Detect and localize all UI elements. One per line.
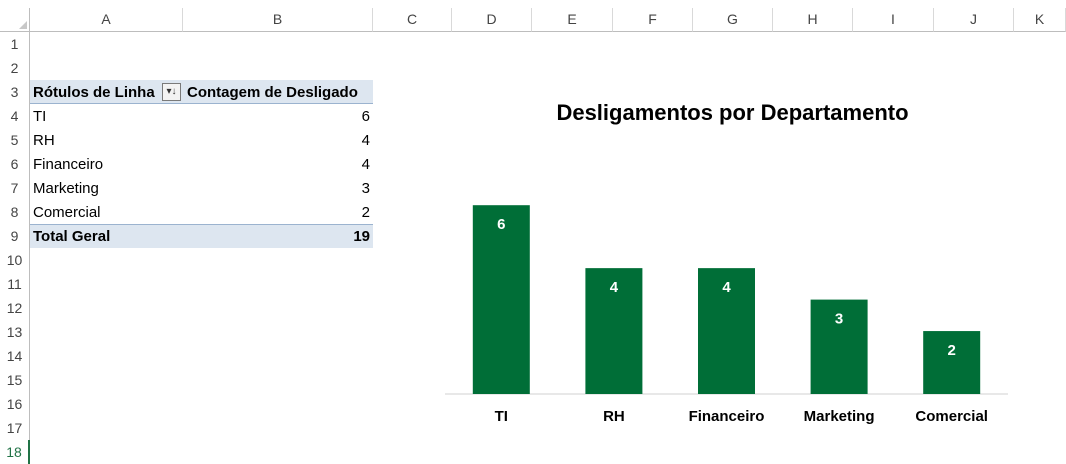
row-header-4[interactable]: 4	[0, 104, 30, 128]
pivot-row-value[interactable]: 2	[361, 204, 370, 221]
column-header-i[interactable]: I	[853, 8, 934, 32]
row-header-11[interactable]: 11	[0, 272, 30, 296]
category-label-financeiro: Financeiro	[689, 408, 765, 425]
pivot-header-value[interactable]: Contagem de Desligado	[187, 84, 358, 101]
pivot-row-label[interactable]: Financeiro	[33, 156, 104, 173]
row-header-15[interactable]: 15	[0, 368, 30, 392]
pivot-row-label[interactable]: TI	[33, 108, 47, 125]
pivot-row-label[interactable]: Marketing	[33, 180, 99, 197]
row-header-17[interactable]: 17	[0, 416, 30, 440]
column-header-c[interactable]: C	[373, 8, 452, 32]
column-header-j[interactable]: J	[934, 8, 1014, 32]
row-header-8[interactable]: 8	[0, 200, 30, 224]
column-header-e[interactable]: E	[532, 8, 613, 32]
category-label-comercial: Comercial	[915, 408, 988, 425]
data-label-rh: 4	[610, 279, 619, 296]
data-label-financeiro: 4	[722, 279, 731, 296]
pivot-row-value[interactable]: 6	[361, 108, 370, 125]
row-header-14[interactable]: 14	[0, 344, 30, 368]
row-header-2[interactable]: 2	[0, 56, 30, 80]
row-header-9[interactable]: 9	[0, 224, 30, 248]
sort-filter-icon[interactable]: ▾↓	[162, 83, 181, 101]
data-label-marketing: 3	[835, 311, 843, 328]
pivot-row-value[interactable]: 3	[361, 180, 370, 197]
pivot-total-value[interactable]: 19	[353, 228, 370, 245]
select-all-corner[interactable]	[0, 8, 30, 32]
column-header-a[interactable]: A	[30, 8, 183, 32]
bar-rh[interactable]	[585, 268, 643, 394]
column-header-k[interactable]: K	[1014, 8, 1066, 32]
row-header-16[interactable]: 16	[0, 392, 30, 416]
row-header-5[interactable]: 5	[0, 128, 30, 152]
pivot-row-value[interactable]: 4	[361, 132, 370, 149]
row-header-6[interactable]: 6	[0, 152, 30, 176]
pivot-header-label[interactable]: Rótulos de Linha	[33, 84, 155, 101]
row-header-12[interactable]: 12	[0, 296, 30, 320]
row-header-10[interactable]: 10	[0, 248, 30, 272]
bar-marketing[interactable]	[810, 299, 868, 394]
row-header-1[interactable]: 1	[0, 32, 30, 56]
data-label-comercial: 2	[948, 342, 956, 359]
bar-financeiro[interactable]	[698, 268, 755, 394]
pivot-header-row	[30, 80, 373, 104]
bar-comercial[interactable]	[923, 331, 981, 394]
pivot-total-label[interactable]: Total Geral	[33, 228, 111, 245]
pivot-row-value[interactable]: 4	[361, 156, 370, 173]
data-label-ti: 6	[497, 216, 505, 233]
row-header-3[interactable]: 3	[0, 80, 30, 104]
pivot-row-label[interactable]: RH	[33, 132, 55, 149]
row-header-7[interactable]: 7	[0, 176, 30, 200]
column-header-h[interactable]: H	[773, 8, 853, 32]
row-header-13[interactable]: 13	[0, 320, 30, 344]
category-label-marketing: Marketing	[804, 408, 875, 425]
pivot-total-row	[30, 224, 373, 248]
pivot-row-label[interactable]: Comercial	[33, 204, 101, 221]
ribbon-edge	[0, 0, 1066, 8]
category-label-ti: TI	[495, 408, 508, 425]
bar-ti[interactable]	[472, 205, 530, 394]
column-header-b[interactable]: B	[183, 8, 373, 32]
column-header-d[interactable]: D	[452, 8, 532, 32]
column-header-f[interactable]: F	[613, 8, 693, 32]
chart-title[interactable]: Desligamentos por Departamento	[556, 100, 909, 125]
column-header-g[interactable]: G	[693, 8, 773, 32]
category-label-rh: RH	[603, 408, 625, 425]
